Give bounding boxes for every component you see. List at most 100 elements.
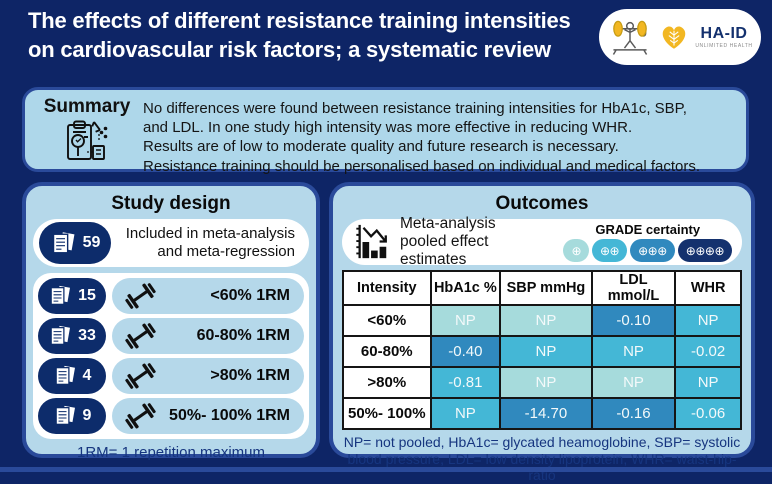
dumbbell-icon bbox=[124, 361, 157, 391]
outcome-cell: -0.81 bbox=[429, 366, 502, 399]
table-row: 50%- 100% NP -14.70 -0.16 -0.06 bbox=[342, 397, 742, 430]
row-intensity: 50%- 100% bbox=[342, 397, 432, 430]
outcome-cell: -0.06 bbox=[674, 397, 742, 430]
page-title-line2: on cardiovascular risk factors; a system… bbox=[28, 36, 551, 62]
logo-name: HA-ID bbox=[700, 24, 748, 42]
outcome-cell: NP bbox=[674, 304, 742, 337]
included-studies-row: 59 Included in meta-analysis and meta-re… bbox=[33, 219, 309, 267]
included-label: Included in meta-analysis and meta-regre… bbox=[119, 225, 299, 261]
ha-id-logo: HA-ID UNLIMITED HEALTH bbox=[599, 9, 761, 65]
group-count: 9 bbox=[82, 407, 92, 424]
outcome-cell: NP bbox=[590, 335, 677, 368]
study-design-panel: Study design 59 Included in meta-analysi… bbox=[22, 182, 320, 461]
column-header-intensity: Intensity bbox=[342, 270, 432, 306]
group-count: 4 bbox=[82, 367, 92, 384]
grade-certainty-scale: ⊕ ⊕⊕ ⊕⊕⊕ ⊕⊕⊕⊕ bbox=[563, 239, 732, 262]
intensity-pill: <60% 1RM bbox=[112, 278, 304, 314]
summary-label: Summary bbox=[43, 96, 131, 117]
papers-icon bbox=[48, 284, 75, 308]
column-header-whr: WHR bbox=[674, 270, 742, 306]
meta-label-line1: Meta-analysis bbox=[400, 215, 496, 233]
infographic-page: { "title_lines": ["The effects of differ… bbox=[0, 7, 772, 484]
meta-label-line2: pooled effect estimates bbox=[400, 233, 489, 268]
table-row: 60-80% -0.40 NP NP -0.02 bbox=[342, 335, 742, 368]
meta-chart-icon bbox=[352, 223, 392, 261]
summary-line: Results are of low to moderate quality a… bbox=[143, 138, 619, 156]
outcome-cell: -0.40 bbox=[429, 335, 502, 368]
outcome-cell: -0.10 bbox=[590, 304, 677, 337]
study-count-badge: 59 bbox=[39, 222, 111, 264]
outcome-cell: -0.16 bbox=[590, 397, 677, 430]
study-count-badge: 15 bbox=[38, 278, 106, 314]
column-header-hba1c: HbA1c % bbox=[429, 270, 502, 306]
papers-icon bbox=[48, 324, 75, 348]
dumbbell-icon bbox=[124, 281, 157, 311]
intensity-label: 60-80% 1RM bbox=[196, 327, 290, 344]
outcomes-header-row: Intensity HbA1c % SBP mmHg LDL mmol/L WH… bbox=[342, 270, 742, 306]
summary-text: No differences were found between resist… bbox=[143, 96, 732, 175]
intensity-groups-list: 15 <60% 1RM 33 60-80% 1RM 4 bbox=[33, 273, 309, 439]
intensity-label: 50%- 100% 1RM bbox=[169, 407, 290, 424]
group-count: 15 bbox=[78, 287, 96, 304]
grade-certainty-legend: GRADE certainty ⊕ ⊕⊕ ⊕⊕⊕ ⊕⊕⊕⊕ bbox=[563, 222, 734, 262]
grade-level-2: ⊕⊕ bbox=[592, 239, 628, 262]
intensity-pill: 60-80% 1RM bbox=[112, 318, 304, 354]
papers-icon bbox=[50, 230, 80, 257]
intensity-label: <60% 1RM bbox=[210, 287, 290, 304]
papers-icon bbox=[53, 404, 80, 428]
outcome-cell: NP bbox=[590, 366, 677, 399]
outcome-cell: NP bbox=[499, 304, 593, 337]
outcome-cell: -14.70 bbox=[499, 397, 593, 430]
meta-analysis-label: Meta-analysis pooled effect estimates bbox=[400, 215, 555, 268]
intensity-group-row: 9 50%- 100% 1RM bbox=[38, 398, 304, 434]
intensity-pill: >80% 1RM bbox=[112, 358, 304, 394]
included-label-line1: Included in meta-analysis bbox=[125, 225, 295, 242]
intensity-group-row: 4 >80% 1RM bbox=[38, 358, 304, 394]
page-title-line1: The effects of different resistance trai… bbox=[28, 8, 571, 33]
group-count: 33 bbox=[78, 327, 96, 344]
weightlifter-icon bbox=[607, 17, 653, 57]
included-label-line2: and meta-regression bbox=[157, 243, 295, 260]
table-row: <60% NP NP -0.10 NP bbox=[342, 304, 742, 337]
outcomes-table: Intensity HbA1c % SBP mmHg LDL mmol/L WH… bbox=[342, 270, 742, 430]
intensity-pill: 50%- 100% 1RM bbox=[112, 398, 304, 434]
rm-footnote: 1RM= 1 repetition maximum bbox=[77, 444, 265, 461]
heart-tree-icon bbox=[658, 22, 690, 52]
outcomes-title: Outcomes bbox=[495, 193, 589, 214]
meta-analysis-bar: Meta-analysis pooled effect estimates GR… bbox=[342, 215, 742, 268]
review-clipboard-icon bbox=[65, 118, 109, 164]
grade-certainty-label: GRADE certainty bbox=[595, 222, 701, 237]
row-intensity: 60-80% bbox=[342, 335, 432, 368]
outcome-cell: NP bbox=[499, 366, 593, 399]
outcome-cell: NP bbox=[429, 397, 502, 430]
grade-level-4: ⊕⊕⊕⊕ bbox=[677, 239, 732, 262]
abbreviations-footnote: NP= not pooled, HbA1c= glycated heamoglo… bbox=[342, 434, 742, 484]
logo-tagline: UNLIMITED HEALTH bbox=[695, 42, 753, 49]
summary-box: Summary bbox=[22, 87, 749, 175]
included-count: 59 bbox=[82, 234, 101, 251]
grade-level-1: ⊕ bbox=[563, 239, 589, 262]
intensity-label: >80% 1RM bbox=[210, 367, 290, 384]
column-header-sbp: SBP mmHg bbox=[499, 270, 593, 306]
outcome-cell: NP bbox=[674, 366, 742, 399]
study-count-badge: 4 bbox=[38, 358, 106, 394]
study-count-badge: 33 bbox=[38, 318, 106, 354]
summary-line: and LDL. In one study high intensity was… bbox=[143, 119, 633, 137]
dumbbell-icon bbox=[124, 321, 157, 351]
column-header-ldl: LDL mmol/L bbox=[590, 270, 677, 306]
abbreviations-line1: NP= not pooled, HbA1c= glycated heamoglo… bbox=[343, 434, 741, 450]
row-intensity: >80% bbox=[342, 366, 432, 399]
logo-text: HA-ID UNLIMITED HEALTH bbox=[695, 24, 753, 49]
summary-line: Resistance training should be personalis… bbox=[143, 157, 701, 175]
intensity-group-row: 33 60-80% 1RM bbox=[38, 318, 304, 354]
summary-line: No differences were found between resist… bbox=[143, 100, 687, 117]
bottom-frame-strip bbox=[0, 467, 772, 472]
summary-left-column: Summary bbox=[41, 96, 133, 163]
outcome-cell: -0.02 bbox=[674, 335, 742, 368]
page-title: The effects of different resistance trai… bbox=[28, 7, 594, 64]
table-row: >80% -0.81 NP NP NP bbox=[342, 366, 742, 399]
row-intensity: <60% bbox=[342, 304, 432, 337]
outcomes-panel: Outcomes Meta-analysis p bbox=[329, 182, 755, 483]
intensity-group-row: 15 <60% 1RM bbox=[38, 278, 304, 314]
grade-level-3: ⊕⊕⊕ bbox=[630, 239, 675, 262]
